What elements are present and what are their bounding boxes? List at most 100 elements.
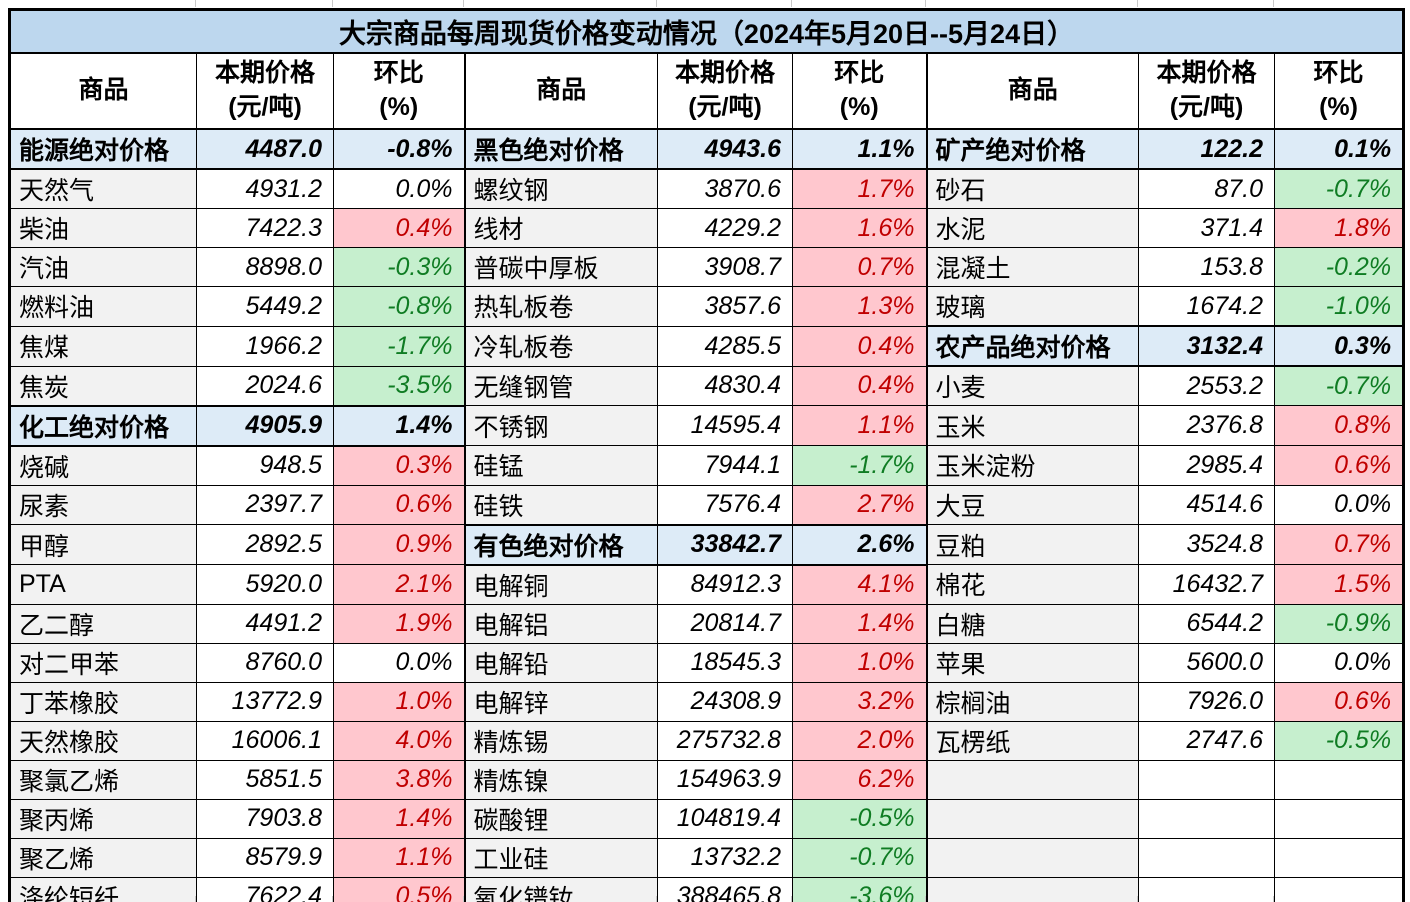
cell-price[interactable]: 16432.7 xyxy=(1138,564,1275,605)
cell-commodity[interactable]: 碳酸锂 xyxy=(463,798,658,839)
cell-price[interactable]: 122.2 xyxy=(1138,128,1275,170)
cell-price[interactable] xyxy=(1138,798,1275,839)
cell-change[interactable]: -3.5% xyxy=(333,365,465,406)
cell-change[interactable]: 1.9% xyxy=(333,603,465,644)
cell-commodity[interactable]: 玻璃 xyxy=(925,286,1139,327)
cell-price[interactable]: 7944.1 xyxy=(657,445,793,486)
header-commodity[interactable]: 商品 xyxy=(463,52,658,130)
cell-price[interactable]: 275732.8 xyxy=(657,720,793,761)
cell-price[interactable]: 3870.6 xyxy=(657,168,793,209)
cell-commodity[interactable]: 对二甲苯 xyxy=(9,642,197,683)
cell-change[interactable]: -0.9% xyxy=(1273,603,1405,644)
cell-change[interactable] xyxy=(1273,759,1405,800)
cell-price[interactable]: 5600.0 xyxy=(1138,642,1275,683)
cell-commodity[interactable] xyxy=(925,876,1139,902)
cell-commodity[interactable]: 小麦 xyxy=(925,365,1139,406)
cell-change[interactable]: 0.0% xyxy=(1273,484,1405,525)
cell-change[interactable]: -0.7% xyxy=(792,837,927,878)
cell-change[interactable]: -0.5% xyxy=(1273,720,1405,761)
cell-price[interactable]: 4830.4 xyxy=(657,365,793,406)
cell-change[interactable]: 0.8% xyxy=(1273,405,1405,446)
cell-change[interactable]: -0.5% xyxy=(792,798,927,839)
cell-section-title[interactable]: 矿产绝对价格 xyxy=(925,128,1139,170)
cell-price[interactable]: 4943.6 xyxy=(657,128,793,170)
cell-change[interactable]: 1.1% xyxy=(333,837,465,878)
cell-change[interactable]: 2.1% xyxy=(333,564,465,605)
cell-change[interactable]: -1.7% xyxy=(333,325,465,367)
cell-commodity[interactable]: 焦煤 xyxy=(9,325,197,367)
cell-price[interactable]: 3132.4 xyxy=(1138,325,1275,367)
cell-change[interactable]: 0.7% xyxy=(792,247,927,287)
cell-section-title[interactable]: 化工绝对价格 xyxy=(9,404,197,447)
cell-commodity[interactable]: 天然橡胶 xyxy=(9,720,197,761)
cell-price[interactable]: 24308.9 xyxy=(657,681,793,722)
cell-change[interactable]: -0.7% xyxy=(1273,365,1405,406)
cell-price[interactable]: 388465.8 xyxy=(657,876,793,902)
cell-change[interactable]: 0.1% xyxy=(1273,128,1405,170)
cell-price[interactable]: 13732.2 xyxy=(657,837,793,878)
cell-price[interactable]: 33842.7 xyxy=(657,523,793,566)
cell-change[interactable]: -0.8% xyxy=(333,128,465,170)
cell-commodity[interactable]: 柴油 xyxy=(9,208,197,248)
cell-change[interactable]: 0.4% xyxy=(333,208,465,248)
cell-change[interactable]: 1.0% xyxy=(792,642,927,683)
cell-price[interactable]: 948.5 xyxy=(196,445,334,486)
cell-commodity[interactable]: 电解铜 xyxy=(463,564,658,605)
cell-change[interactable]: -1.0% xyxy=(1273,286,1405,327)
cell-commodity[interactable]: 燃料油 xyxy=(9,286,197,327)
cell-change[interactable] xyxy=(1273,798,1405,839)
cell-price[interactable]: 18545.3 xyxy=(657,642,793,683)
cell-commodity[interactable]: 砂石 xyxy=(925,168,1139,209)
cell-change[interactable]: 0.7% xyxy=(1273,524,1405,565)
cell-commodity[interactable]: 电解铝 xyxy=(463,603,658,644)
cell-price[interactable]: 13772.9 xyxy=(196,681,334,722)
cell-commodity[interactable]: 苹果 xyxy=(925,642,1139,683)
cell-commodity[interactable]: 尿素 xyxy=(9,484,197,525)
cell-price[interactable]: 8579.9 xyxy=(196,837,334,878)
cell-change[interactable]: 1.6% xyxy=(792,208,927,248)
cell-commodity[interactable]: 聚氯乙烯 xyxy=(9,759,197,800)
cell-price[interactable]: 154963.9 xyxy=(657,759,793,800)
cell-change[interactable]: 1.1% xyxy=(792,405,927,446)
cell-price[interactable]: 4285.5 xyxy=(657,325,793,367)
cell-commodity[interactable]: 工业硅 xyxy=(463,837,658,878)
cell-price[interactable]: 104819.4 xyxy=(657,798,793,839)
cell-commodity[interactable]: 冷轧板卷 xyxy=(463,325,658,367)
cell-change[interactable]: 0.4% xyxy=(792,325,927,367)
cell-price[interactable]: 1674.2 xyxy=(1138,286,1275,327)
cell-price[interactable]: 2553.2 xyxy=(1138,365,1275,406)
cell-change[interactable]: 0.6% xyxy=(1273,681,1405,722)
cell-change[interactable]: 0.4% xyxy=(792,365,927,406)
cell-price[interactable] xyxy=(1138,759,1275,800)
cell-commodity[interactable]: 氧化镨钕 xyxy=(463,876,658,902)
cell-price[interactable]: 4229.2 xyxy=(657,208,793,248)
cell-change[interactable]: -0.7% xyxy=(1273,168,1405,209)
cell-price[interactable]: 3524.8 xyxy=(1138,524,1275,565)
cell-commodity[interactable]: 天然气 xyxy=(9,168,197,209)
cell-change[interactable]: 1.1% xyxy=(792,128,927,170)
cell-commodity[interactable]: 白糖 xyxy=(925,603,1139,644)
cell-commodity[interactable] xyxy=(925,798,1139,839)
cell-change[interactable]: -0.2% xyxy=(1273,247,1405,287)
cell-price[interactable]: 7576.4 xyxy=(657,484,793,525)
cell-price[interactable]: 2747.6 xyxy=(1138,720,1275,761)
cell-change[interactable]: 0.6% xyxy=(1273,445,1405,486)
cell-price[interactable]: 2892.5 xyxy=(196,524,334,565)
cell-commodity[interactable]: 不锈钢 xyxy=(463,405,658,446)
cell-price[interactable]: 20814.7 xyxy=(657,603,793,644)
cell-change[interactable]: 0.0% xyxy=(333,168,465,209)
cell-change[interactable]: 4.0% xyxy=(333,720,465,761)
cell-price[interactable]: 7926.0 xyxy=(1138,681,1275,722)
cell-commodity[interactable]: 精炼锡 xyxy=(463,720,658,761)
cell-commodity[interactable]: 瓦楞纸 xyxy=(925,720,1139,761)
cell-price[interactable]: 153.8 xyxy=(1138,247,1275,287)
cell-commodity[interactable] xyxy=(925,759,1139,800)
cell-commodity[interactable]: 硅铁 xyxy=(463,484,658,525)
cell-price[interactable]: 84912.3 xyxy=(657,564,793,605)
cell-commodity[interactable]: 硅锰 xyxy=(463,445,658,486)
cell-commodity[interactable]: 烧碱 xyxy=(9,445,197,486)
cell-change[interactable]: 1.4% xyxy=(333,798,465,839)
cell-commodity[interactable]: 棕榈油 xyxy=(925,681,1139,722)
cell-price[interactable]: 7622.4 xyxy=(196,876,334,902)
cell-change[interactable]: 0.9% xyxy=(333,524,465,565)
